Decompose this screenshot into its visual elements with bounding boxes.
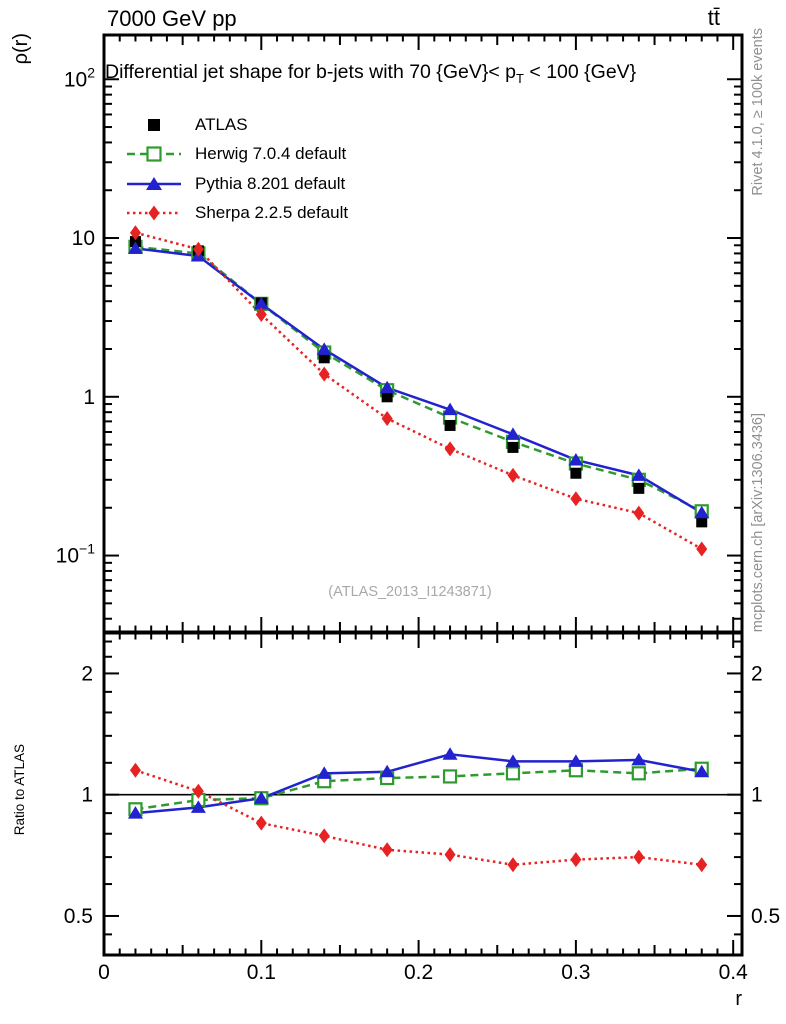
svg-text:102: 102: [64, 64, 95, 91]
legend-label: Sherpa 2.2.5 default: [195, 203, 349, 223]
svg-text:1: 1: [751, 784, 763, 807]
svg-text:0: 0: [98, 961, 110, 984]
legend-item-pythia: Pythia 8.201 default: [126, 169, 348, 199]
plot-title-sub: T: [516, 70, 524, 86]
main-y-ticks: [104, 78, 742, 620]
x-tick-labels: 0 0.1 0.2 0.3 0.4: [98, 961, 748, 984]
atlas-marker-icon: [148, 118, 160, 131]
main-y-tick-labels: 102 10 1 10−1: [56, 64, 96, 567]
series-markers-atlas: [129, 236, 708, 528]
legend-item-sherpa: Sherpa 2.2.5 default: [126, 199, 348, 229]
process-title: tt̄: [707, 5, 720, 30]
series-markers-pythia: [127, 241, 710, 519]
svg-text:10: 10: [72, 227, 95, 250]
pythia-marker-icon: [127, 176, 181, 190]
svg-text:0.5: 0.5: [64, 905, 93, 928]
svg-text:2: 2: [81, 662, 93, 685]
legend-label: ATLAS: [195, 114, 248, 134]
ratio-y-ticks: [104, 640, 742, 936]
x-axis-label: r: [735, 988, 742, 1010]
svg-text:1: 1: [81, 784, 93, 807]
series: [127, 225, 710, 557]
main-y-axis-label: ρ(r): [10, 33, 32, 65]
herwig-marker-icon: [127, 146, 181, 162]
svg-text:0.4: 0.4: [719, 961, 749, 984]
x-ticks: [103, 35, 735, 955]
svg-text:0.5: 0.5: [751, 905, 780, 928]
svg-text:0.1: 0.1: [247, 961, 276, 984]
beam-energy-title: 7000 GeV pp: [107, 6, 237, 31]
series-markers-herwig: [128, 761, 709, 817]
legend-label: Herwig 7.0.4 default: [195, 144, 347, 164]
plot-title: Differential jet shape for b-jets with 7…: [105, 61, 636, 86]
legend-item-atlas: ATLAS: [126, 110, 348, 140]
series-markers-pythia: [127, 747, 710, 819]
series: [127, 747, 710, 873]
plot-title-pre: Differential jet shape for b-jets with 7…: [105, 61, 517, 83]
svg-text:0.2: 0.2: [404, 961, 433, 984]
plot-title-post: < 100 {GeV}: [523, 61, 637, 83]
series-markers-sherpa: [129, 225, 708, 557]
svg-text:10−1: 10−1: [56, 541, 96, 568]
svg-text:0.3: 0.3: [561, 961, 590, 984]
svg-text:2: 2: [751, 662, 763, 685]
sherpa-marker-icon: [127, 205, 181, 221]
svg-text:1: 1: [83, 386, 95, 409]
rivet-version-note: Rivet 4.1.0, ≥ 100k events: [750, 28, 766, 196]
series-markers-sherpa: [129, 762, 708, 873]
ratio-y-tick-labels: 2 2 1 1 0.5 0.5: [64, 662, 780, 928]
ratio-y-axis-label: Ratio to ATLAS: [12, 744, 27, 836]
legend-item-herwig: Herwig 7.0.4 default: [126, 140, 348, 170]
legend: ATLAS Herwig 7.0.4 default Pythia 8.201 …: [126, 110, 348, 228]
analysis-id-watermark: (ATLAS_2013_I1243871): [328, 584, 492, 600]
mcplots-arxiv-note: mcplots.cern.ch [arXiv:1306.3436]: [750, 412, 766, 632]
legend-label: Pythia 8.201 default: [195, 173, 346, 193]
